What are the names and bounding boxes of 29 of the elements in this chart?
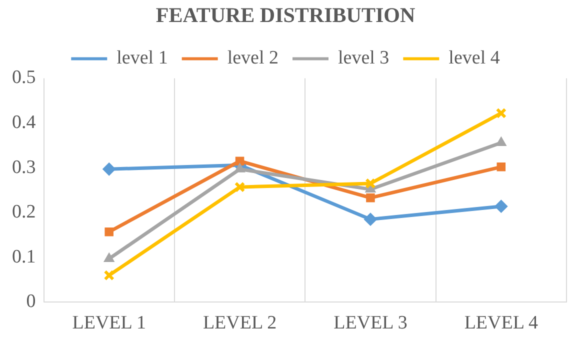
point	[496, 162, 506, 172]
point	[365, 178, 376, 189]
point	[496, 108, 507, 119]
point	[366, 193, 375, 202]
chart-title: FEATURE DISTRIBUTION	[156, 3, 416, 28]
legend-label: level 4	[448, 48, 500, 69]
y-tick-label: 0.5	[12, 67, 36, 88]
point	[496, 136, 506, 146]
point	[234, 182, 246, 192]
legend-label: level 3	[338, 48, 390, 69]
legend-label: level 1	[116, 48, 168, 69]
point	[104, 270, 114, 281]
point	[364, 212, 377, 226]
y-tick-label: 0.1	[12, 246, 36, 268]
x-tick-label: LEVEL 3	[334, 312, 408, 334]
y-tick-label: 0.3	[12, 156, 36, 178]
point	[102, 162, 116, 176]
y-tick-label: 0.2	[12, 202, 36, 223]
point	[104, 227, 114, 236]
point	[235, 156, 244, 166]
point	[494, 200, 508, 213]
x-tick-label: LEVEL 1	[72, 312, 146, 334]
point	[234, 163, 246, 172]
point	[104, 252, 114, 262]
y-tick-label: 0.4	[12, 112, 36, 133]
legend-label: level 2	[227, 48, 279, 69]
y-tick-label: 0	[26, 291, 36, 312]
x-tick-label: LEVEL 2	[202, 312, 277, 334]
x-tick-label: LEVEL 4	[464, 312, 538, 334]
